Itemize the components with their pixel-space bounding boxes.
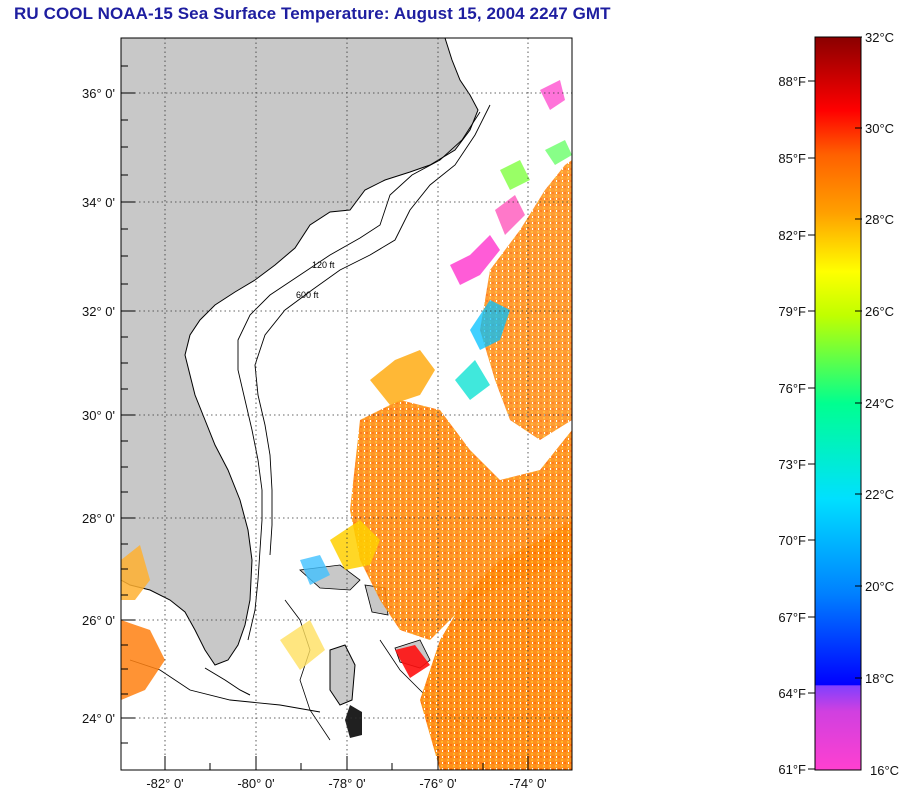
f-label: 85°F — [778, 151, 806, 166]
lat-labels: 36° 0' 34° 0' 32° 0' 30° 0' 28° 0' 26° 0… — [82, 86, 115, 726]
contour-label-120: 120 ft — [312, 260, 335, 270]
f-label: 61°F — [778, 762, 806, 777]
f-label: 67°F — [778, 610, 806, 625]
map-grid — [121, 38, 572, 770]
colorbar-f-ticks — [808, 80, 815, 770]
c-label: 18°C — [865, 671, 894, 686]
florida-keys — [204, 667, 251, 696]
lat-ticks — [121, 65, 135, 744]
f-label: 76°F — [778, 381, 806, 396]
f-label: 88°F — [778, 74, 806, 89]
contour-120ft — [237, 111, 481, 641]
colorbar-c-ticks — [855, 36, 862, 679]
c-label: 30°C — [865, 121, 894, 136]
lat-label: 36° 0' — [82, 86, 115, 101]
lat-label: 34° 0' — [82, 195, 115, 210]
lat-label: 28° 0' — [82, 511, 115, 526]
colorbar — [814, 36, 862, 771]
contour-label-600: 600 ft — [296, 290, 319, 300]
f-label: 73°F — [778, 457, 806, 472]
land-bahamas-south — [345, 705, 362, 738]
contour-600ft — [254, 104, 491, 556]
lon-labels: -82° 0' -80° 0' -78° 0' -76° 0' -74° 0' — [146, 776, 546, 791]
lon-label: -76° 0' — [419, 776, 456, 791]
c-label: 32°C — [865, 30, 894, 45]
f-label: 79°F — [778, 304, 806, 319]
chart-title: RU COOL NOAA-15 Sea Surface Temperature:… — [14, 4, 611, 23]
lon-label: -80° 0' — [237, 776, 274, 791]
lon-label: -74° 0' — [509, 776, 546, 791]
colorbar-c-labels: 32°C 30°C 28°C 26°C 24°C 22°C 20°C 18°C … — [865, 30, 899, 778]
lat-label: 32° 0' — [82, 304, 115, 319]
c-label: 28°C — [865, 212, 894, 227]
f-label: 82°F — [778, 228, 806, 243]
lat-label: 26° 0' — [82, 613, 115, 628]
land-andros — [329, 644, 356, 706]
c-label: 16°C — [870, 763, 899, 778]
sst-data — [121, 80, 572, 770]
lon-label: -78° 0' — [328, 776, 365, 791]
f-label: 70°F — [778, 533, 806, 548]
c-label: 22°C — [865, 487, 894, 502]
c-label: 20°C — [865, 579, 894, 594]
lat-label: 30° 0' — [82, 408, 115, 423]
lon-label: -82° 0' — [146, 776, 183, 791]
lon-ticks — [164, 756, 529, 770]
f-label: 64°F — [778, 686, 806, 701]
lat-label: 24° 0' — [82, 711, 115, 726]
land-us-coast — [121, 38, 479, 666]
c-label: 24°C — [865, 396, 894, 411]
c-label: 26°C — [865, 304, 894, 319]
colorbar-f-labels: 88°F 85°F 82°F 79°F 76°F 73°F 70°F 67°F … — [778, 74, 806, 777]
